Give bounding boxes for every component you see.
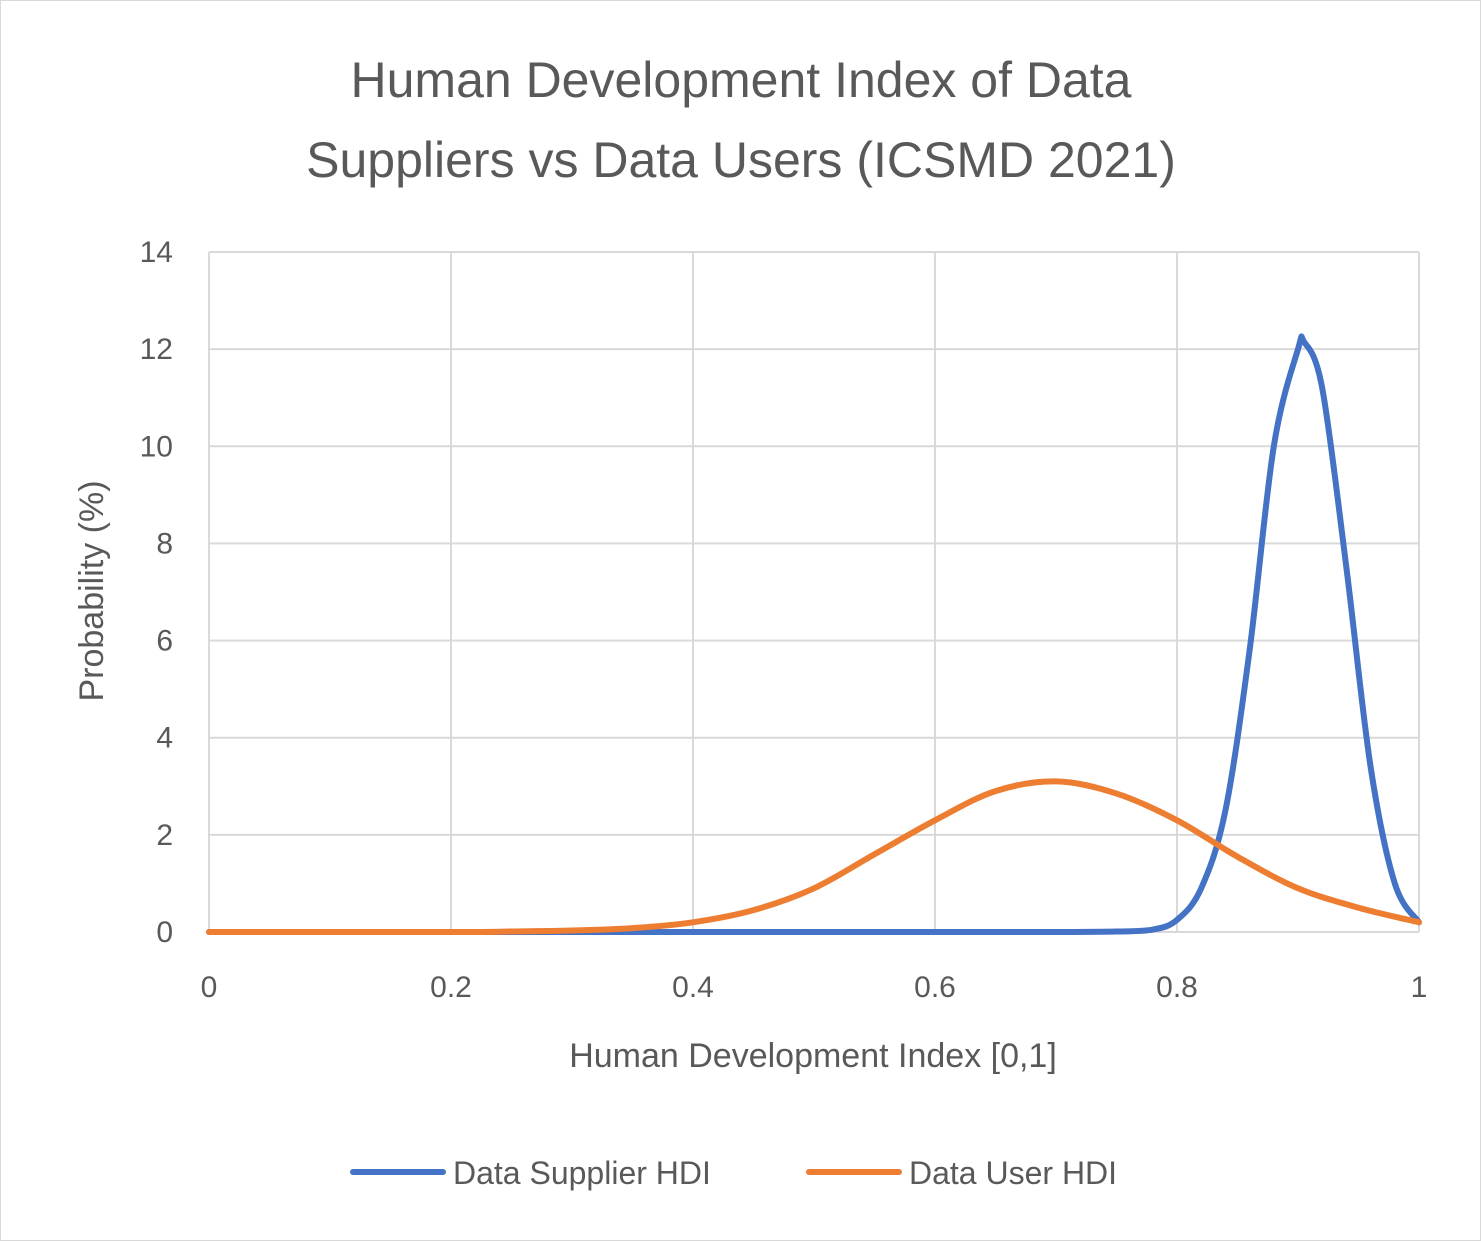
y-tick-label-3: 6 [156, 625, 173, 658]
y-tick-label-2: 4 [156, 722, 173, 755]
x-tick-label-0: 0 [201, 971, 218, 1004]
y-tick-label-1: 2 [156, 819, 173, 852]
x-tick-label-2: 0.4 [672, 971, 714, 1004]
gridlines [208, 251, 1420, 933]
y-tick-label-7: 14 [140, 236, 173, 269]
series-line-data-user-hdi [206, 778, 1422, 935]
chart-title-line-2: Suppliers vs Data Users (ICSMD 2021) [306, 132, 1176, 188]
legend: Data Supplier HDI Data User HDI [350, 1155, 1117, 1191]
series-line-data-supplier-hdi [206, 333, 1422, 935]
chart-title-line-1: Human Development Index of Data [351, 52, 1132, 108]
legend-label-data-user: Data User HDI [909, 1155, 1117, 1191]
x-tick-label-1: 0.2 [430, 971, 472, 1004]
y-tick-label-4: 8 [156, 527, 173, 560]
series-lines [206, 333, 1422, 935]
x-tick-label-5: 1 [1411, 971, 1428, 1004]
tick-labels: 0 2 4 6 8 10 12 14 0 0.2 0.4 0.6 0.8 1 [140, 236, 1428, 1004]
y-tick-label-0: 0 [156, 916, 173, 949]
x-tick-label-4: 0.8 [1156, 971, 1198, 1004]
x-tick-label-3: 0.6 [914, 971, 956, 1004]
x-axis-label: Human Development Index [0,1] [569, 1037, 1057, 1075]
y-tick-label-5: 10 [140, 430, 173, 463]
y-tick-label-6: 12 [140, 333, 173, 366]
legend-label-data-supplier: Data Supplier HDI [453, 1155, 711, 1191]
y-axis-label: Probability (%) [73, 480, 111, 701]
